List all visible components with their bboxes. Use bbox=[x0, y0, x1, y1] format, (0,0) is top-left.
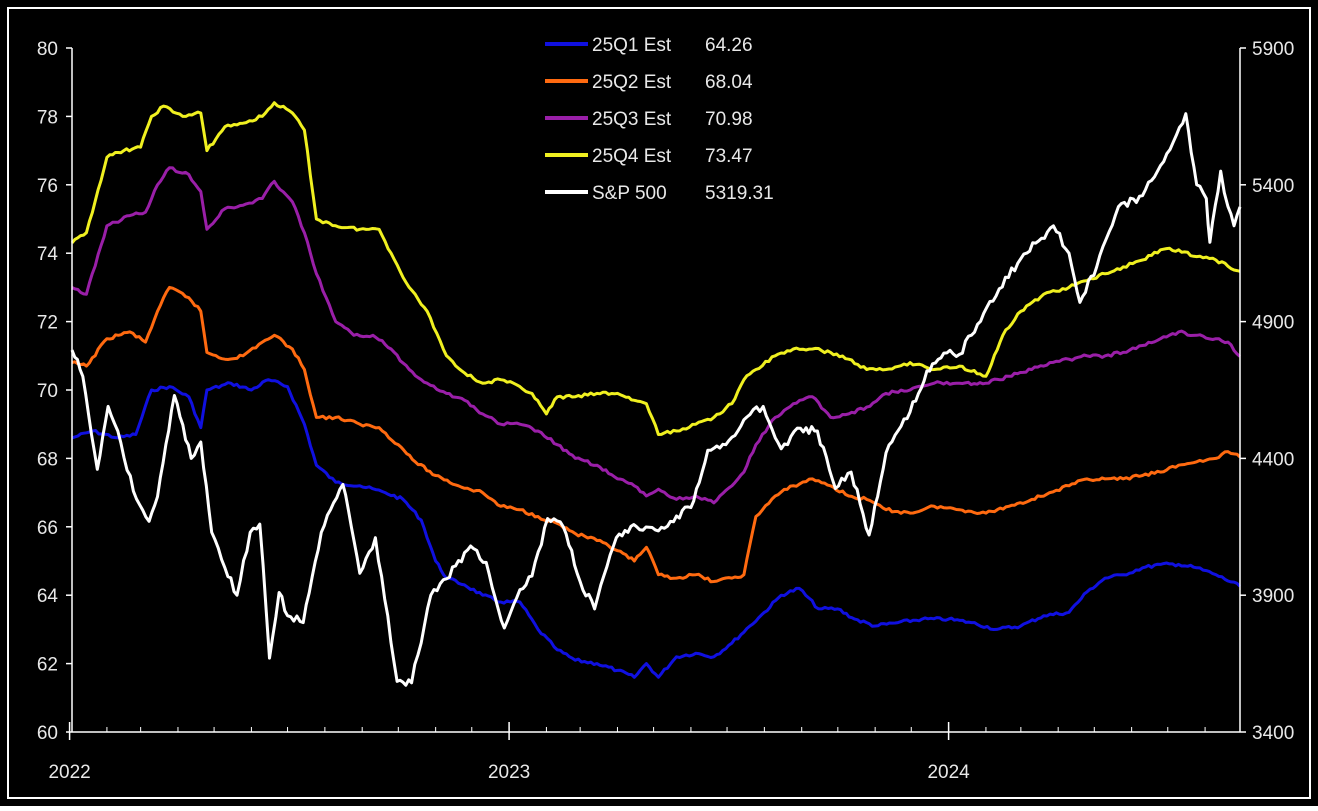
left-y-tick-label: 80 bbox=[37, 39, 58, 60]
legend-value: 64.26 bbox=[705, 35, 753, 56]
legend-value: 5319.31 bbox=[705, 183, 774, 204]
series-line-25q1-est bbox=[71, 378, 1242, 679]
legend-value: 68.04 bbox=[705, 72, 753, 93]
legend-label: 25Q3 Est bbox=[592, 109, 672, 130]
left-y-tick-label: 74 bbox=[37, 244, 59, 265]
right-y-tick-label: 3400 bbox=[1252, 723, 1294, 744]
x-tick-label: 2023 bbox=[488, 762, 530, 783]
legend-label: 25Q4 Est bbox=[592, 146, 672, 167]
right-y-tick-label: 5400 bbox=[1252, 176, 1294, 197]
left-y-tick-label: 62 bbox=[37, 655, 58, 676]
left-y-tick-label: 70 bbox=[37, 381, 58, 402]
right-y-tick-label: 5900 bbox=[1252, 39, 1294, 60]
left-y-tick-label: 64 bbox=[37, 586, 59, 607]
legend-label: S&P 500 bbox=[592, 183, 667, 204]
legend-value: 70.98 bbox=[705, 109, 753, 130]
left-y-tick-label: 76 bbox=[37, 176, 58, 197]
series-line-s-p-500 bbox=[70, 112, 1242, 687]
right-y-tick-label: 4400 bbox=[1252, 449, 1294, 470]
left-y-tick-label: 72 bbox=[37, 313, 58, 334]
series-line-25q4-est bbox=[70, 101, 1241, 436]
right-y-tick-label: 3900 bbox=[1252, 586, 1294, 607]
left-y-tick-label: 68 bbox=[37, 449, 58, 470]
x-tick-label: 2022 bbox=[48, 762, 90, 783]
left-y-tick-label: 60 bbox=[37, 723, 58, 744]
right-y-tick-label: 4900 bbox=[1252, 313, 1294, 334]
legend-value: 73.47 bbox=[705, 146, 753, 167]
left-y-tick-label: 66 bbox=[37, 518, 58, 539]
legend-label: 25Q2 Est bbox=[592, 72, 672, 93]
x-tick-label: 2024 bbox=[927, 762, 970, 783]
series-line-25q3-est bbox=[71, 166, 1241, 505]
series-layer bbox=[70, 101, 1242, 687]
chart-frame bbox=[7, 7, 1311, 799]
axes-layer: 60 62 64 66 68 70 72 74 76 78 80 3400 3900 4400 4900 54… bbox=[7, 7, 1311, 799]
left-y-tick-label: 78 bbox=[37, 107, 58, 128]
series-line-25q2-est bbox=[71, 285, 1242, 584]
legend-label: 25Q1 Est bbox=[592, 35, 672, 56]
legend: 25Q1 Est 64.26 25Q2 Est 68.04 25Q3 Est 70.98 2… bbox=[545, 35, 774, 204]
